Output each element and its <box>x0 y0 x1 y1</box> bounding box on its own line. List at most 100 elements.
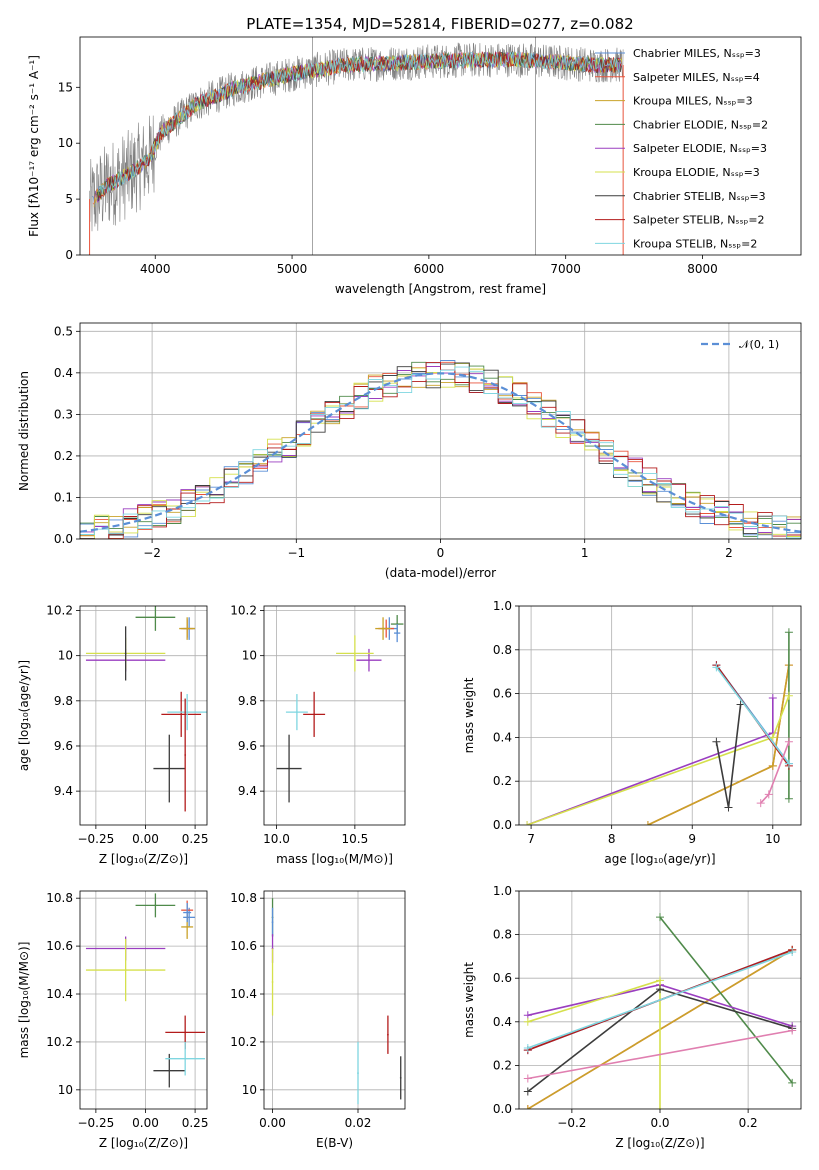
data-point <box>271 981 274 983</box>
y-tick-label: 15 <box>58 80 73 94</box>
weight-marker <box>768 761 777 770</box>
y-tick-label: 10.2 <box>230 604 257 618</box>
panel-weight-vs-Z: −0.2 0.0 0.2 0.0 0.2 0.4 0.6 0.8 1.0 Z [log₁₀(Z/Z… <box>462 884 802 1150</box>
weight-marker <box>784 628 793 637</box>
x-tick-label: 2 <box>725 546 733 560</box>
data-point <box>353 652 356 655</box>
data-point <box>186 627 189 630</box>
x-tick-label: 0.25 <box>182 1116 209 1130</box>
data-point <box>186 926 189 928</box>
legend-label-2: Kroupa MILES, Nₛₛₚ=3 <box>633 95 753 108</box>
x-tick-label: 0.00 <box>259 1116 286 1130</box>
x-axis-label: age [log₁₀(age/yr)] <box>604 852 715 866</box>
x-axis-label: mass [log₁₀(M/M⊙)] <box>276 852 393 866</box>
x-tick-label: −1 <box>287 546 305 560</box>
panel-age-vs-mass: 10.0 10.5 9.4 9.6 9.8 10 10.2 mass [log₁₀(M/M⊙)… <box>230 604 406 866</box>
panel-spectrum: 4000 5000 6000 7000 8000 0 5 10 15 wavelength [An… <box>27 36 802 296</box>
x-tick-label: 0.0 <box>650 1116 669 1130</box>
y-tick-label: 10.8 <box>230 891 257 905</box>
y-tick-label: 10.4 <box>46 987 73 1001</box>
weight-line-5 <box>526 695 790 825</box>
legend-label-1: Salpeter MILES, Nₛₛₚ=4 <box>633 71 760 84</box>
y-tick-label: 9.4 <box>238 784 257 798</box>
weight-marker <box>768 693 777 702</box>
x-tick-label: 6000 <box>414 262 445 276</box>
x-tick-label: 7000 <box>550 262 581 276</box>
x-tick-label: 9 <box>688 832 696 846</box>
y-tick-label: 0.8 <box>493 928 512 942</box>
y-tick-label: 10.2 <box>46 604 73 618</box>
y-tick-label: 9.6 <box>238 739 257 753</box>
legend-label-0: Chabrier MILES, Nₛₛₚ=3 <box>633 47 761 60</box>
y-axis-label: Flux [fλ10⁻¹⁷ erg cm⁻² s⁻¹ A⁻¹] <box>27 55 41 237</box>
data-point <box>124 969 127 971</box>
x-tick-label: 8000 <box>687 262 718 276</box>
x-axis-label: Z [log₁₀(Z/Z⊙)] <box>615 1136 704 1150</box>
data-point <box>184 1031 187 1034</box>
weight-marker <box>736 700 745 709</box>
y-tick-label: 10 <box>58 649 73 663</box>
x-axis-label: E(B-V) <box>316 1136 353 1150</box>
x-tick-label: −2 <box>143 546 161 560</box>
y-axis-label: Normed distribution <box>17 371 31 491</box>
y-axis-label: mass weight <box>462 962 476 1038</box>
data-point <box>296 711 298 714</box>
x-tick-label: 0.00 <box>132 1116 159 1130</box>
weight-marker <box>656 976 664 985</box>
weight-marker <box>523 1087 532 1096</box>
x-tick-label: 7 <box>527 832 535 846</box>
legend-label-8: Kroupa STELIB, Nₛₛₚ=2 <box>633 237 757 250</box>
data-point <box>184 1057 187 1060</box>
legend-label-5: Kroupa ELODIE, Nₛₛₚ=3 <box>633 166 760 179</box>
data-point <box>382 627 384 630</box>
y-tick-label: 0.4 <box>493 1015 512 1029</box>
x-tick-label: 4000 <box>140 262 171 276</box>
weight-marker <box>784 691 793 700</box>
panel-mass-vs-ebv: 0.00 0.02 10 10.2 10.4 10.6 10.8 E(B-V) <box>230 890 406 1150</box>
weight-marker <box>712 663 721 672</box>
weight-marker <box>788 948 797 957</box>
weight-marker <box>523 1074 532 1083</box>
weight-line-8 <box>527 951 793 1049</box>
plot-area <box>80 606 207 825</box>
gaussian-curve <box>80 372 801 533</box>
y-tick-label: 0.0 <box>493 1102 512 1116</box>
weight-marker <box>656 913 664 922</box>
panel-mass-vs-Z: −0.25 0.00 0.25 10 10.2 10.4 10.6 10.8 Z [log₁₀(… <box>17 890 209 1150</box>
axes-frame <box>263 890 406 1110</box>
weight-marker <box>784 759 793 768</box>
axes-frame <box>79 890 208 1110</box>
plot-area <box>80 891 207 1109</box>
weight-marker <box>656 985 664 994</box>
y-axis-label: mass weight <box>462 677 476 753</box>
weight-marker <box>656 1105 664 1109</box>
data-point <box>168 767 171 770</box>
data-point <box>184 754 187 756</box>
x-tick-label: 0.02 <box>345 1116 372 1130</box>
x-tick-label: −0.25 <box>77 1116 114 1130</box>
y-tick-label: 0.4 <box>54 366 73 380</box>
y-tick-label: 5 <box>65 192 73 206</box>
axes-frame <box>79 322 802 540</box>
y-tick-label: 9.6 <box>54 739 73 753</box>
axes-frame <box>79 36 802 256</box>
plot-area <box>89 37 624 255</box>
weight-marker <box>784 794 793 803</box>
y-tick-label: 10 <box>242 649 257 663</box>
y-tick-label: 0.6 <box>493 971 512 985</box>
data-point <box>186 911 189 914</box>
weight-line-8 <box>715 666 790 765</box>
weight-marker <box>768 733 777 742</box>
x-tick-label: 5000 <box>277 262 308 276</box>
x-axis-label: wavelength [Angstrom, rest frame] <box>335 282 546 296</box>
data-point <box>168 1069 171 1072</box>
weight-marker <box>643 821 652 825</box>
y-tick-label: 10 <box>58 1083 73 1097</box>
data-point <box>357 1072 359 1074</box>
observed-spectrum <box>89 42 624 232</box>
y-tick-label: 0.5 <box>54 324 73 338</box>
y-tick-label: 0.8 <box>493 643 512 657</box>
data-point <box>399 1076 402 1079</box>
y-tick-label: 0.6 <box>493 687 512 701</box>
legend-label-gaussian: 𝒩(0, 1) <box>739 338 779 351</box>
